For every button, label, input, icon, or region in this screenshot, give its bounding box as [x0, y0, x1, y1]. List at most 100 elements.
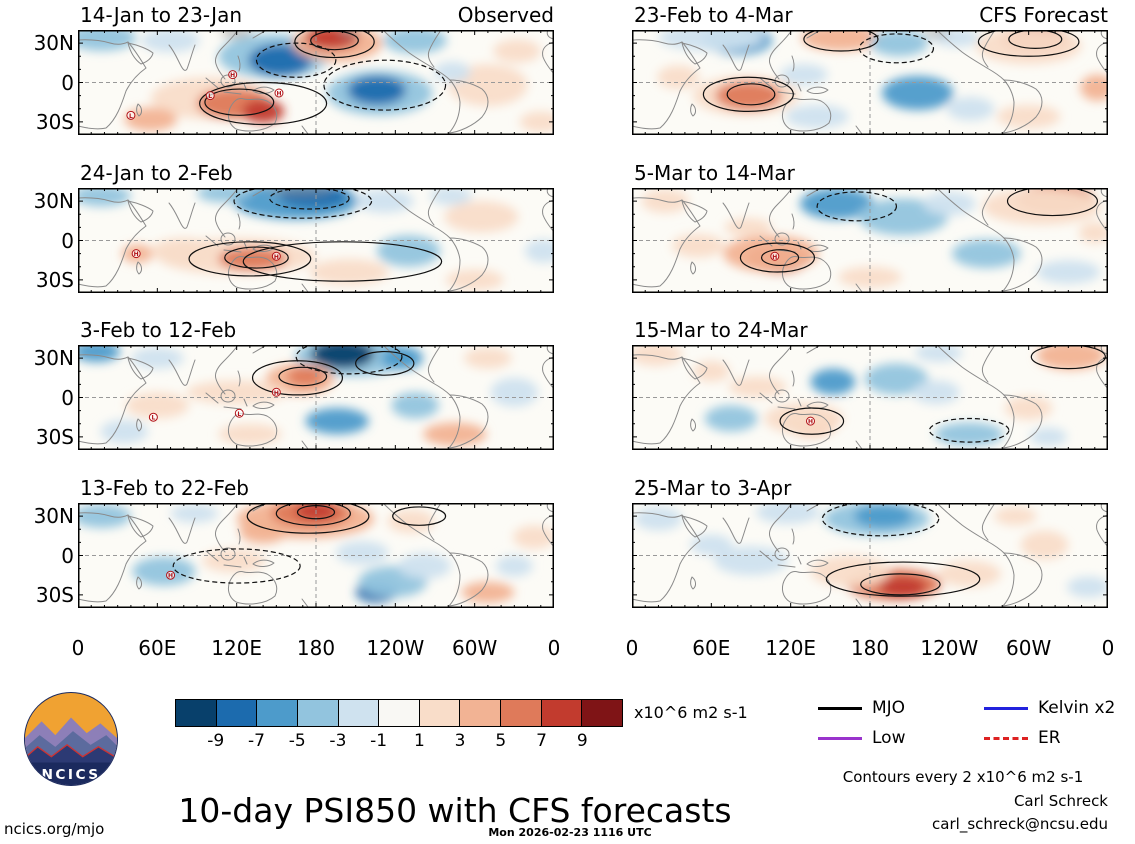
map-panel-3: L L H [78, 345, 554, 450]
colorbar-segment [176, 700, 216, 726]
colorbar-segment [337, 700, 379, 726]
x-tick-label: 60W [452, 636, 498, 660]
colorbar-segment [296, 700, 338, 726]
svg-text:H: H [808, 419, 813, 426]
legend-item-mjo: MJO [818, 697, 905, 719]
colorbar-tick: -7 [247, 731, 265, 751]
mjo-line-swatch [818, 706, 862, 710]
x-tick-label: 120W [920, 636, 979, 660]
panel-title-7: 15-Mar to 24-Mar [634, 318, 808, 342]
svg-text:L: L [208, 93, 212, 100]
y-tick-label: 30N [33, 504, 74, 529]
contours-note: Contours every 2 x10^6 m2 s-1 [842, 768, 1084, 786]
y-tick-label: 0 [61, 228, 74, 253]
figure-title: 10-day PSI850 with CFS forecasts [178, 791, 732, 830]
colorbar-segment [256, 700, 297, 726]
colorbar-tick: -3 [329, 731, 347, 751]
y-tick-label: 30N [33, 346, 74, 371]
panel-title-1: 14-Jan to 23-Jan [80, 3, 243, 27]
y-tick-label: 30S [35, 582, 74, 607]
colorbar-units-label: x10^6 m2 s-1 [634, 703, 748, 722]
colorbar-segment [459, 700, 501, 726]
y-tick-label: 30S [35, 424, 74, 449]
legend-label-mjo: MJO [872, 698, 906, 718]
kelvin-line-swatch [984, 706, 1028, 710]
colorbar-segment [418, 700, 460, 726]
legend-label-kelvin: Kelvin x2 [1038, 698, 1116, 718]
panel-title-3: 3-Feb to 12-Feb [80, 318, 237, 342]
colorbar [175, 699, 623, 727]
x-tick-label: 120E [211, 636, 263, 660]
y-tick-label: 0 [61, 543, 74, 568]
x-tick-label: 0 [625, 636, 639, 660]
svg-text:H: H [134, 251, 139, 258]
timestamp: Mon 2026-02-23 1116 UTC [488, 826, 652, 839]
colorbar-tick-labels: -9 -7 -5 -3 -1 1 3 5 7 9 [175, 731, 623, 753]
legend-item-er: ER [984, 727, 1061, 749]
y-tick-label: 30N [33, 31, 74, 56]
map-panel-4: H [78, 503, 554, 608]
ncics-logo: NCICS [22, 690, 120, 788]
x-tick-label: 60W [1006, 636, 1052, 660]
panel-title-2: 24-Jan to 2-Feb [80, 161, 233, 185]
svg-text:L: L [237, 411, 241, 418]
observed-tag: Observed [457, 3, 554, 27]
x-tick-label: 0 [71, 636, 85, 660]
x-tick-label: 120W [366, 636, 425, 660]
legend-item-low: Low [818, 727, 905, 749]
map-panel-6: H [632, 188, 1108, 293]
svg-text:H: H [276, 91, 281, 98]
y-tick-label: 0 [61, 70, 74, 95]
low-line-swatch [818, 736, 862, 740]
svg-text:H: H [274, 390, 279, 397]
colorbar-tick: 3 [454, 731, 466, 751]
cfs-forecast-tag: CFS Forecast [979, 3, 1108, 27]
colorbar-tick: 5 [495, 731, 507, 751]
x-tick-label: 180 [850, 636, 890, 660]
svg-text:H: H [230, 72, 235, 79]
map-panel-8 [632, 503, 1108, 608]
legend-item-kelvin: Kelvin x2 [984, 697, 1115, 719]
svg-text:H: H [168, 573, 173, 580]
svg-text:H: H [772, 254, 777, 261]
author-email: carl_schreck@ncsu.edu [932, 815, 1108, 833]
colorbar-segment [581, 700, 623, 726]
colorbar-tick: -5 [288, 731, 306, 751]
x-tick-label: 180 [296, 636, 336, 660]
logo-text: NCICS [41, 767, 100, 783]
panel-title-5: 23-Feb to 4-Mar [634, 3, 793, 27]
y-tick-label: 0 [61, 385, 74, 410]
y-tick-label: 30N [33, 189, 74, 214]
y-tick-label: 30S [35, 109, 74, 134]
map-panel-1: H L H L [78, 30, 554, 135]
legend-label-er: ER [1038, 728, 1061, 748]
svg-text:H: H [274, 254, 279, 261]
x-tick-label: 120E [765, 636, 817, 660]
colorbar-tick: 9 [576, 731, 588, 751]
colorbar-tick: 1 [413, 731, 425, 751]
er-line-swatch [984, 736, 1028, 740]
site-url: ncics.org/mjo [4, 820, 105, 838]
legend-label-low: Low [872, 728, 906, 748]
svg-text:L: L [129, 113, 133, 120]
x-tick-label: 0 [1101, 636, 1115, 660]
y-tick-label: 30S [35, 267, 74, 292]
panel-title-4: 13-Feb to 22-Feb [80, 476, 249, 500]
colorbar-segment [215, 700, 257, 726]
author-credit: Carl Schreck [1013, 792, 1108, 810]
panel-title-6: 5-Mar to 14-Mar [634, 161, 795, 185]
colorbar-tick: -9 [207, 731, 225, 751]
panel-title-8: 25-Mar to 3-Apr [634, 476, 792, 500]
colorbar-segment [378, 700, 419, 726]
map-panel-5 [632, 30, 1108, 135]
colorbar-tick: -1 [370, 731, 388, 751]
svg-text:L: L [151, 415, 155, 422]
colorbar-segment [500, 700, 541, 726]
colorbar-segment [540, 700, 582, 726]
x-tick-label: 0 [547, 636, 561, 660]
x-tick-label: 60E [138, 636, 177, 660]
colorbar-tick: 7 [536, 731, 547, 751]
x-tick-label: 60E [692, 636, 731, 660]
